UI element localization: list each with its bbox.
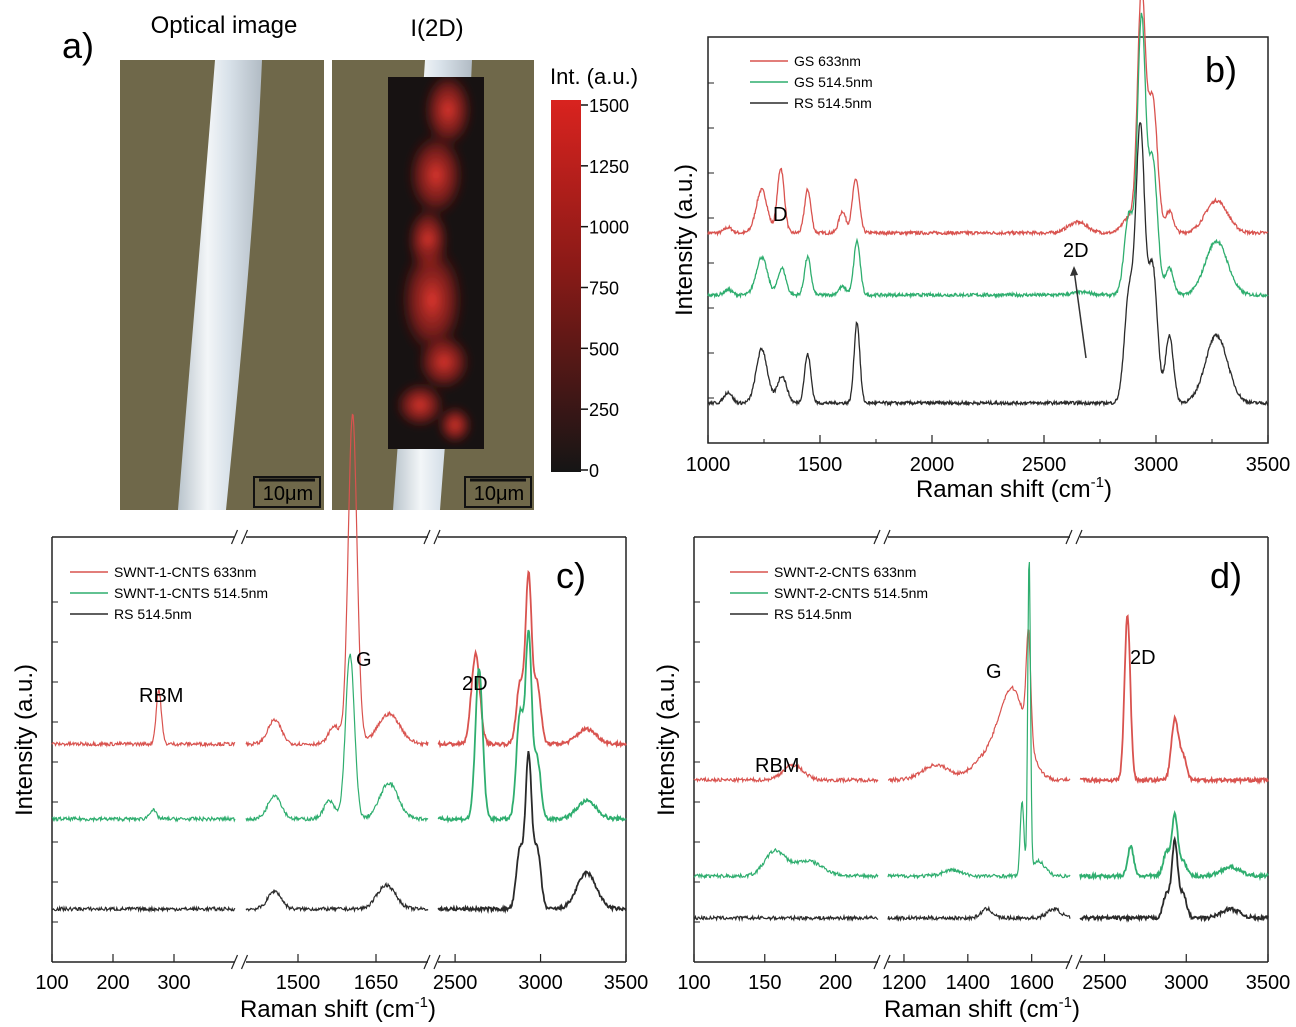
panel-c-spectrum-rs (52, 907, 235, 911)
x-tick-label: 100 (35, 972, 68, 994)
panel-c: 100 200 300 1500 1650 2500 3000 3500 SWNT-1-CNT… (11, 415, 648, 1023)
panel-b-spectrum-633nm (708, 0, 1268, 235)
x-tick-label: 1400 (946, 972, 991, 994)
colorbar-tick-label: 250 (589, 400, 619, 420)
panel-d-g-label: G (986, 661, 1002, 683)
x-tick-label: 3000 (1164, 972, 1209, 994)
intensity-map-title: I(2D) (410, 15, 463, 42)
panel-d-spectrum-rs (888, 907, 1070, 919)
panel-d-spectrum-rs (694, 916, 878, 920)
x-tick-label: 2500 (433, 972, 478, 994)
panel-b-2d-arrowhead (1070, 266, 1078, 276)
intensity-map-image: 10μm (332, 60, 534, 510)
x-tick-label: 1650 (354, 972, 399, 994)
x-tick-label: 300 (157, 972, 190, 994)
panel-a: a) Optical image I(2D) 10μm (62, 12, 638, 510)
x-tick-label: 1000 (686, 454, 731, 476)
panel-b-spectrum-514nm (708, 13, 1268, 297)
legend-entry: RS 514.5nm (794, 95, 872, 111)
x-tick-label: 1500 (276, 972, 321, 994)
colorbar: Int. (a.u.) 1500 1250 1000 750 500 250 0 (550, 64, 638, 481)
x-tick-label: 2000 (910, 454, 955, 476)
panel-c-rbm-label: RBM (139, 685, 183, 707)
colorbar-tick-label: 1000 (589, 218, 629, 238)
x-tick-label: 200 (819, 972, 852, 994)
x-tick-label: 150 (748, 972, 781, 994)
legend-entry: SWNT-2-CNTS 514.5nm (774, 585, 928, 601)
colorbar-tick-label: 500 (589, 339, 619, 359)
panel-b-spectrum-rs (708, 123, 1268, 405)
panel-d-spectrum-633nm (1080, 616, 1268, 782)
panel-d-spectrum-514nm (694, 849, 878, 878)
legend-entry: GS 514.5nm (794, 74, 873, 90)
legend-entry: SWNT-2-CNTS 633nm (774, 564, 916, 580)
x-tick-label: 100 (677, 972, 710, 994)
colorbar-tick-label: 0 (589, 461, 599, 481)
panel-b-label: b) (1205, 49, 1237, 90)
optical-image-title: Optical image (151, 12, 298, 39)
panel-c-spectrum-514nm (246, 654, 428, 821)
x-tick-label: 2500 (1022, 454, 1067, 476)
panel-a-label: a) (62, 25, 94, 66)
x-tick-label: 1200 (882, 972, 927, 994)
panel-d-xlabel: Raman shift (cm-1) (884, 994, 1080, 1023)
optical-image: 10μm (120, 60, 324, 510)
x-tick-label: 2500 (1082, 972, 1127, 994)
panel-d-spectrum-514nm (888, 562, 1070, 878)
x-tick-label: 3000 (518, 972, 563, 994)
legend-entry: GS 633nm (794, 53, 861, 69)
x-tick-label: 1600 (1009, 972, 1054, 994)
colorbar-title: Int. (a.u.) (550, 64, 638, 89)
panel-c-ylabel: Intensity (a.u.) (11, 664, 38, 816)
optical-scalebar-label: 10μm (263, 483, 313, 505)
panel-d-ylabel: Intensity (a.u.) (653, 664, 680, 816)
colorbar-tick-label: 750 (589, 279, 619, 299)
map-scalebar-label: 10μm (474, 483, 524, 505)
panel-b-d-label: D (773, 204, 787, 226)
panel-c-g-label: G (356, 649, 372, 671)
x-tick-label: 3500 (1246, 454, 1291, 476)
legend-entry: SWNT-1-CNTS 514.5nm (114, 585, 268, 601)
panel-c-spectrum-514nm (52, 809, 235, 821)
colorbar-tick-label: 1500 (589, 96, 629, 116)
panel-b-xlabel: Raman shift (cm-1) (916, 474, 1112, 503)
panel-d-spectrum-rs (1080, 839, 1268, 920)
panel-c-spectrum-rs (246, 884, 428, 911)
x-tick-label: 3500 (604, 972, 649, 994)
panel-c-xlabel: Raman shift (cm-1) (240, 994, 436, 1023)
panel-c-2d-label: 2D (462, 673, 488, 695)
panel-d: 100 150 200 1200 1400 1600 2500 3000 3500 SWNT-2… (653, 530, 1290, 1023)
x-tick-label: 1500 (798, 454, 843, 476)
legend-entry: RS 514.5nm (774, 606, 852, 622)
colorbar-tick-label: 1250 (589, 157, 629, 177)
panel-b-frame (708, 37, 1268, 443)
x-tick-label: 3000 (1134, 454, 1179, 476)
legend-entry: RS 514.5nm (114, 606, 192, 622)
panel-b-2d-label: 2D (1063, 240, 1089, 262)
x-tick-label: 3500 (1246, 972, 1291, 994)
panel-d-2d-label: 2D (1130, 647, 1156, 669)
legend-entry: SWNT-1-CNTS 633nm (114, 564, 256, 580)
panel-c-spectrum-rs (438, 751, 626, 911)
x-tick-label: 200 (96, 972, 129, 994)
panel-b: 1000 1500 2000 2500 3000 3500 GS 633nm GS 514.… (671, 0, 1290, 503)
panel-c-label: c) (556, 555, 586, 596)
panel-d-label: d) (1210, 555, 1242, 596)
panel-b-2d-arrow (1074, 270, 1086, 358)
panel-b-ylabel: Intensity (a.u.) (671, 164, 698, 316)
panel-d-spectrum-633nm (888, 630, 1070, 782)
panel-d-rbm-label: RBM (755, 755, 799, 777)
